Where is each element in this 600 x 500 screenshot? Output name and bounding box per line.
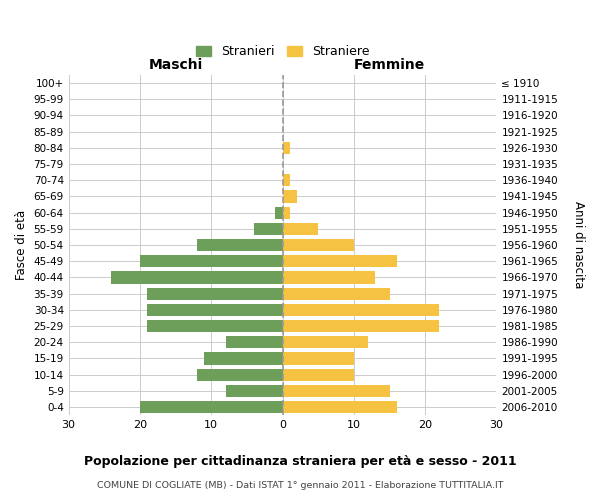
Y-axis label: Fasce di età: Fasce di età <box>15 210 28 280</box>
Bar <box>283 239 354 251</box>
Bar <box>140 401 283 413</box>
Legend: Stranieri, Straniere: Stranieri, Straniere <box>191 40 374 64</box>
Y-axis label: Anni di nascita: Anni di nascita <box>572 202 585 288</box>
Bar <box>283 368 354 380</box>
Text: COMUNE DI COGLIATE (MB) - Dati ISTAT 1° gennaio 2011 - Elaborazione TUTTITALIA.I: COMUNE DI COGLIATE (MB) - Dati ISTAT 1° … <box>97 480 503 490</box>
Bar <box>283 288 389 300</box>
Bar <box>112 272 283 283</box>
Bar <box>197 368 283 380</box>
Text: Femmine: Femmine <box>354 58 425 71</box>
Text: Maschi: Maschi <box>149 58 203 71</box>
Bar <box>140 255 283 268</box>
Bar <box>283 352 354 364</box>
Bar <box>283 174 290 186</box>
Bar <box>197 239 283 251</box>
Bar <box>283 304 439 316</box>
Bar <box>147 320 283 332</box>
Bar <box>283 142 290 154</box>
Bar <box>283 255 397 268</box>
Bar <box>275 206 283 218</box>
Bar <box>283 385 389 397</box>
Bar <box>283 336 368 348</box>
Bar <box>283 223 318 235</box>
Bar <box>254 223 283 235</box>
Bar <box>204 352 283 364</box>
Bar <box>283 190 297 202</box>
Bar <box>147 288 283 300</box>
Bar <box>283 272 375 283</box>
Bar <box>283 206 290 218</box>
Bar <box>226 385 283 397</box>
Bar <box>283 401 397 413</box>
Text: Popolazione per cittadinanza straniera per età e sesso - 2011: Popolazione per cittadinanza straniera p… <box>83 455 517 468</box>
Bar <box>226 336 283 348</box>
Bar <box>147 304 283 316</box>
Bar <box>283 320 439 332</box>
